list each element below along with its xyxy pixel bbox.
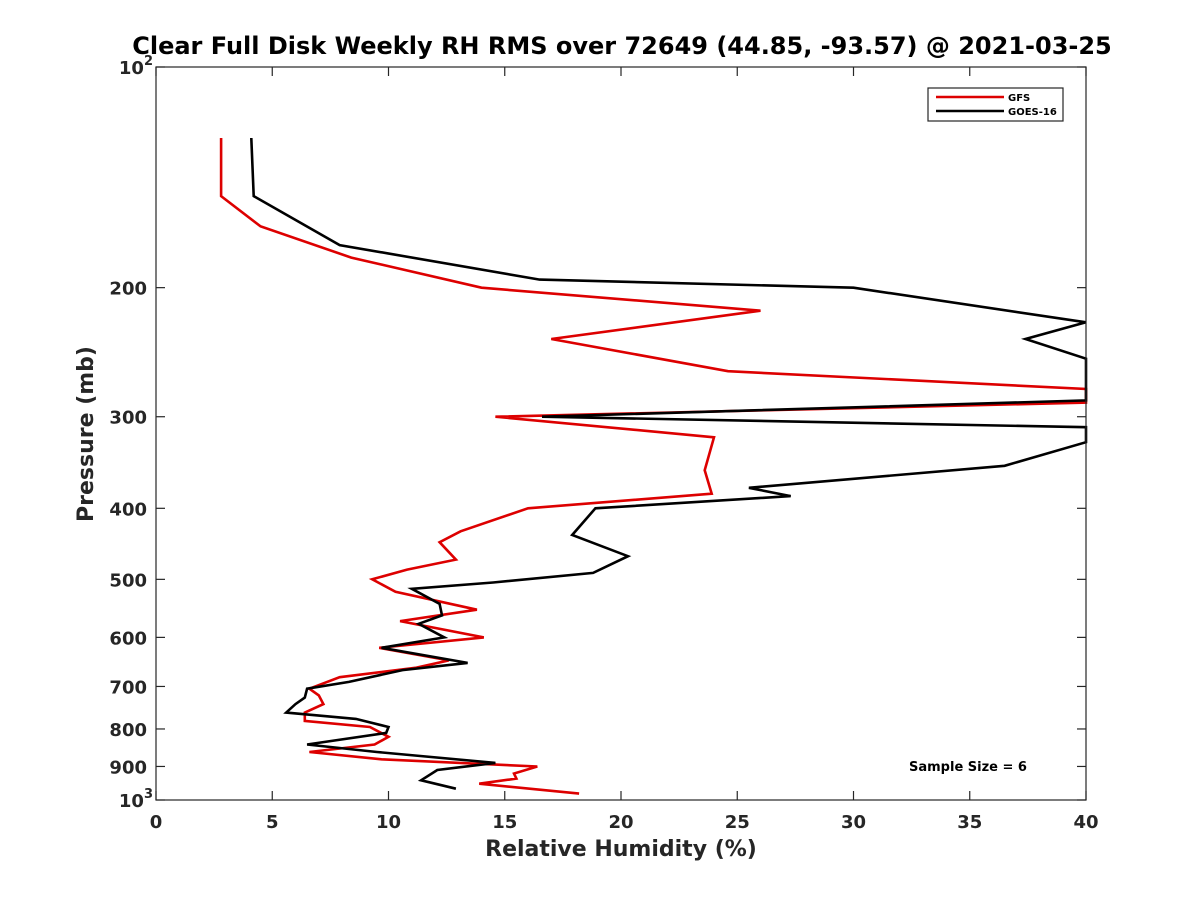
y-tick-label: 103 xyxy=(119,787,153,812)
y-tick-label: 200 xyxy=(109,279,147,300)
x-tick-label: 25 xyxy=(725,812,750,833)
y-tick-label: 800 xyxy=(109,720,147,741)
legend: GFS GOES-16 xyxy=(927,87,1064,122)
y-tick-label: 300 xyxy=(109,408,147,429)
sample-size-annotation: Sample Size = 6 xyxy=(909,760,1027,775)
x-tick-label: 5 xyxy=(266,812,279,833)
x-axis-label: Relative Humidity (%) xyxy=(485,837,757,862)
legend-entry-label: GFS xyxy=(1008,93,1030,104)
y-tick-label: 102 xyxy=(119,54,153,79)
plot-frame xyxy=(155,66,1087,801)
x-tick-label: 0 xyxy=(150,812,163,833)
y-tick-label: 500 xyxy=(109,570,147,591)
x-tick-label: 35 xyxy=(957,812,982,833)
x-tick-label: 40 xyxy=(1073,812,1098,833)
y-tick-label: 600 xyxy=(109,628,147,649)
x-tick-label: 20 xyxy=(608,812,633,833)
x-tick-label: 10 xyxy=(376,812,401,833)
y-tick-label: 900 xyxy=(109,757,147,778)
y-tick-label: 700 xyxy=(109,677,147,698)
gfs-series-line xyxy=(219,138,1088,795)
chart-title: Clear Full Disk Weekly RH RMS over 72649… xyxy=(132,32,1112,60)
legend-entry-label: GOES-16 xyxy=(1008,107,1057,118)
x-tick-label: 30 xyxy=(841,812,866,833)
y-tick-label: 400 xyxy=(109,499,147,520)
legend-box xyxy=(927,87,1064,122)
y-axis-label: Pressure (mb) xyxy=(74,346,99,522)
goes-16-series-line xyxy=(250,137,1088,790)
x-tick-label: 15 xyxy=(492,812,517,833)
